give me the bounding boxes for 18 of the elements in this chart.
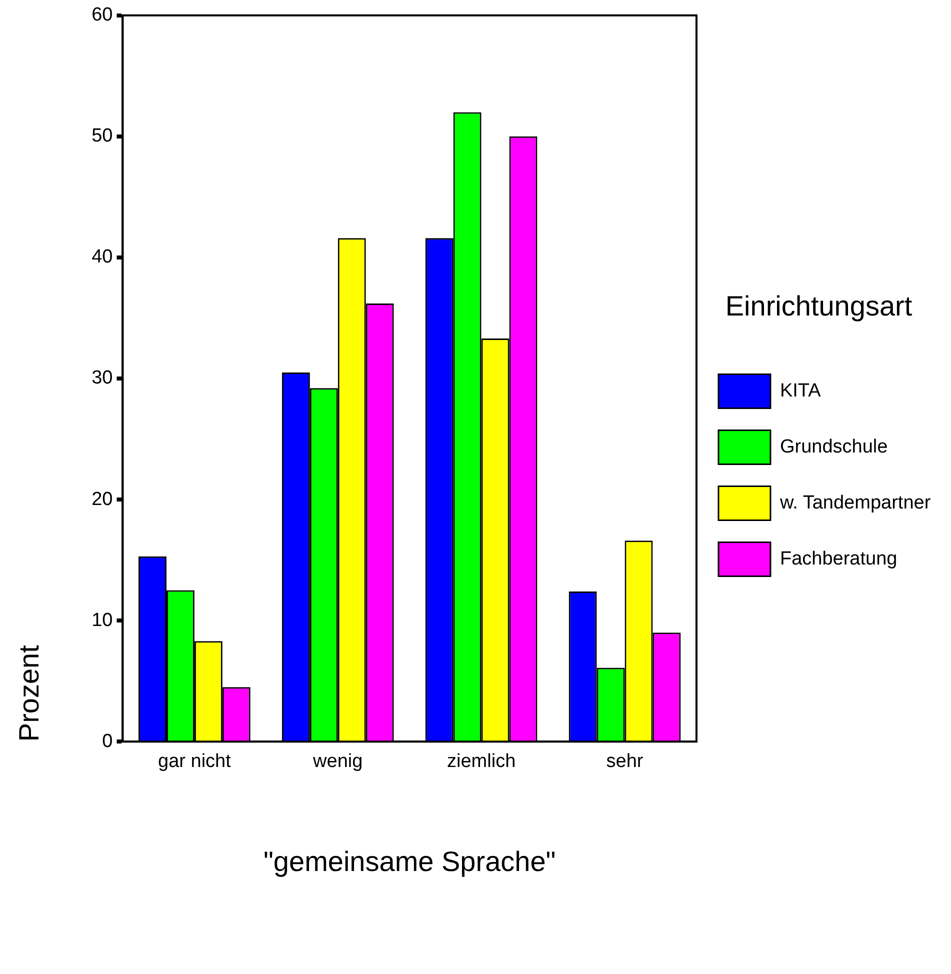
- legend-label: KITA: [780, 380, 822, 402]
- y-tick-label: 0: [102, 730, 113, 752]
- x-tick-label: sehr: [606, 751, 644, 772]
- x-tick-label: gar nicht: [158, 751, 232, 772]
- y-axis-title: Prozent: [14, 644, 45, 742]
- y-tick-label: 50: [92, 126, 113, 147]
- y-tick-label: 30: [92, 368, 113, 389]
- legend-label: Fachberatung: [780, 548, 898, 570]
- x-tick-label: wenig: [312, 751, 363, 772]
- x-axis-title: "gemeinsame Sprache": [263, 846, 556, 877]
- legend-label: w. Tandempartner: [778, 492, 932, 514]
- y-tick-label: 10: [92, 610, 113, 631]
- x-tick-label: ziemlich: [447, 751, 516, 772]
- y-tick-label: 40: [92, 246, 113, 268]
- y-tick-label: 60: [92, 4, 113, 26]
- y-tick-label: 20: [92, 488, 113, 510]
- legend-label: Grundschule: [780, 436, 888, 458]
- legend-title: Einrichtungsart: [725, 290, 912, 322]
